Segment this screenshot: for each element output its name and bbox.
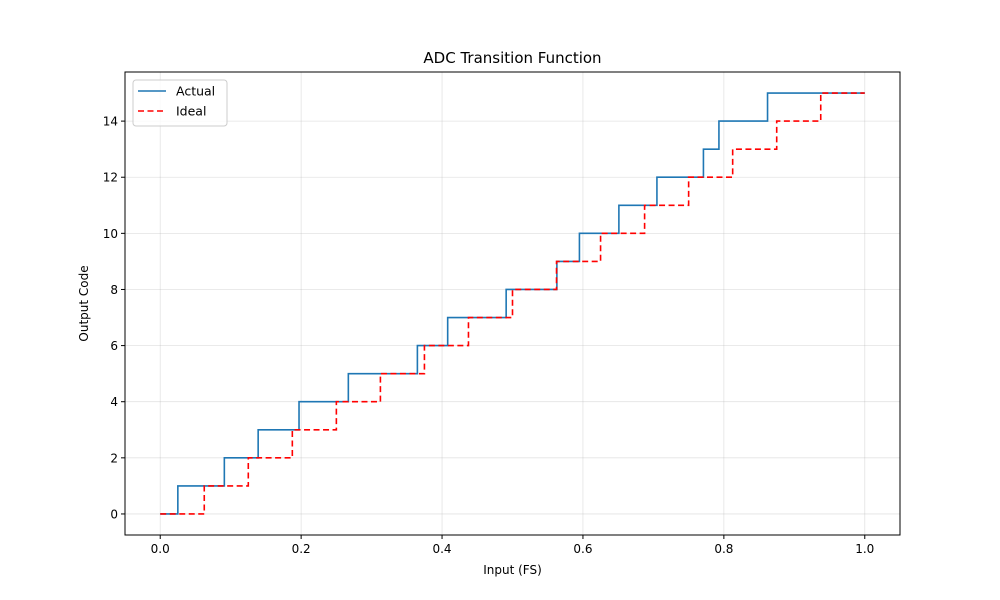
y-tick-label: 14 (103, 115, 118, 129)
x-axis-label: Input (FS) (483, 563, 542, 577)
legend-label-actual: Actual (176, 84, 215, 99)
y-tick-label: 2 (110, 451, 118, 465)
chart-title: ADC Transition Function (423, 49, 601, 67)
series-actual-line (160, 92, 865, 515)
x-tick-label: 0.4 (432, 542, 451, 556)
x-tick-label: 0.8 (714, 542, 733, 556)
series-ideal-line (160, 92, 865, 515)
y-tick-label: 0 (110, 507, 118, 521)
y-tick-label: 10 (103, 227, 118, 241)
series-layer (160, 92, 865, 515)
y-tick-label: 8 (110, 283, 118, 297)
y-tick-label: 4 (110, 395, 118, 409)
plot-frame (124, 71, 901, 536)
legend-label-ideal: Ideal (176, 104, 206, 119)
ticks: 0.0 0.2 0.4 0.6 0.8 1.0 0 2 4 6 8 10 12 14 (103, 115, 875, 556)
y-tick-label: 12 (103, 171, 118, 185)
x-tick-label: 0.0 (151, 542, 170, 556)
x-tick-label: 0.2 (292, 542, 311, 556)
legend: Actual Ideal (132, 79, 228, 127)
x-tick-label: 1.0 (855, 542, 874, 556)
y-axis-label: Output Code (77, 265, 91, 341)
y-tick-label: 6 (110, 339, 118, 353)
x-tick-label: 0.6 (573, 542, 592, 556)
